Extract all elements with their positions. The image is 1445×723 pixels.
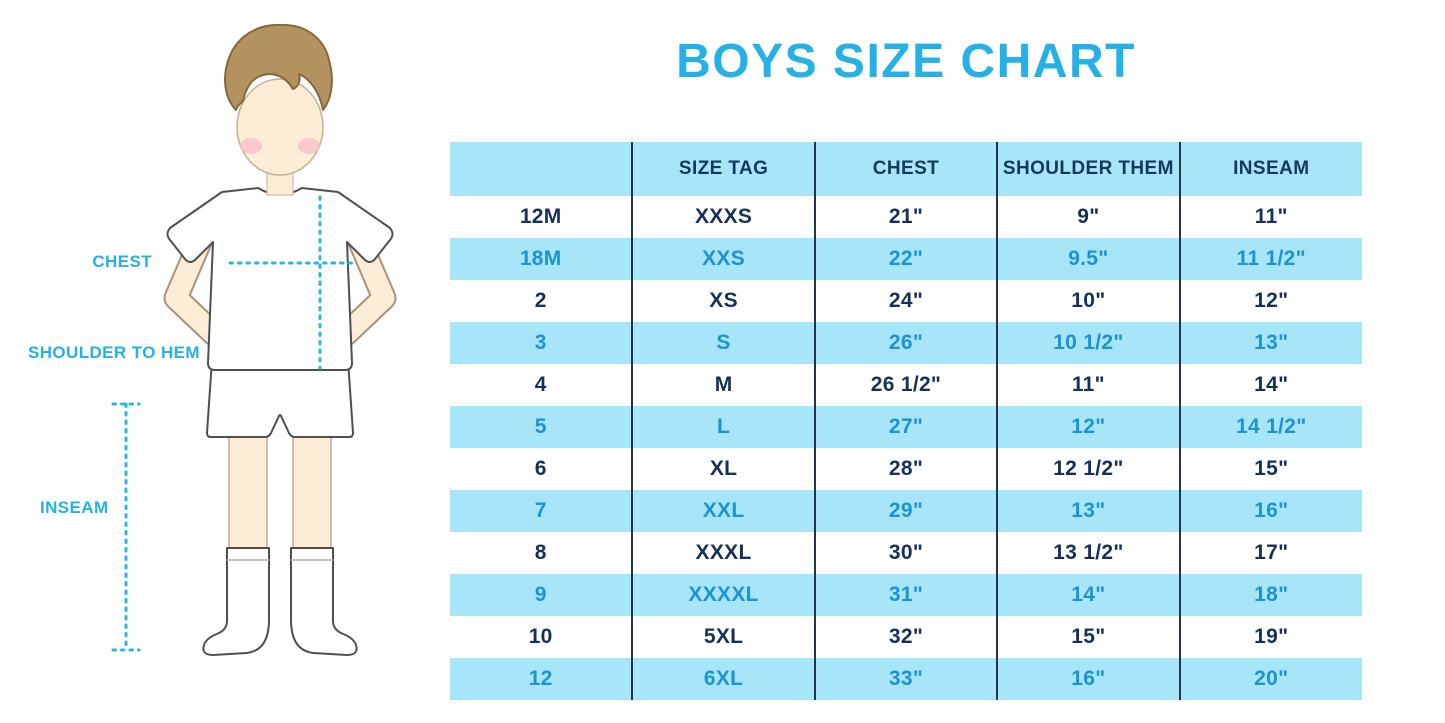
table-row: 9 XXXXL 31" 14" 18" [450, 574, 1362, 616]
table-cell: 15" [1178, 448, 1362, 490]
hair [224, 23, 333, 111]
table-cell: 10" [996, 280, 1180, 322]
column-header: SIZE TAG [631, 142, 815, 196]
table-cell: 32" [813, 616, 998, 658]
table-cell: 16" [1178, 490, 1362, 532]
column-header: SHOULDER THEM [996, 142, 1180, 196]
legs [228, 427, 332, 559]
table-cell: 14" [996, 574, 1180, 616]
table-cell: XXXL [631, 532, 815, 574]
table-cell: 18M [450, 238, 633, 280]
table-cell: 6XL [631, 658, 815, 700]
table-cell: XL [631, 448, 815, 490]
table-header: SIZE TAG CHEST SHOULDER THEM INSEAM [450, 142, 1362, 196]
table-cell: XS [631, 280, 815, 322]
table-row: 12 6XL 33" 16" 20" [450, 658, 1362, 700]
table-body: 12M XXXS 21" 9" 11" 18M XXS 22" 9.5" 11 1/2" 2 XS 24… [450, 196, 1362, 700]
table-cell: 9 [450, 574, 633, 616]
right-sock [290, 547, 358, 656]
table-cell: 12 [450, 658, 633, 700]
table-row: 4 M 26 1/2" 11" 14" [450, 364, 1362, 406]
table-cell: 4 [450, 364, 633, 406]
table-row: 12M XXXS 21" 9" 11" [450, 196, 1362, 238]
left-sock [202, 547, 270, 656]
chest-label: CHEST [92, 252, 152, 271]
table-row: 8 XXXL 30" 13 1/2" 17" [450, 532, 1362, 574]
boy-illustration [111, 23, 397, 656]
shoulder-to-hem-label: SHOULDER TO HEM [28, 343, 200, 362]
table-cell: 30" [813, 532, 998, 574]
table-header-row: SIZE TAG CHEST SHOULDER THEM INSEAM [450, 142, 1362, 196]
table-cell: 7 [450, 490, 633, 532]
table-row: 7 XXL 29" 13" 16" [450, 490, 1362, 532]
table-row: 18M XXS 22" 9.5" 11 1/2" [450, 238, 1362, 280]
table-cell: 3 [450, 322, 633, 364]
table-cell: 31" [813, 574, 998, 616]
table-cell: 13" [996, 490, 1180, 532]
table-cell: 5XL [631, 616, 815, 658]
table-cell: 19" [1178, 616, 1362, 658]
table-cell: 11 1/2" [1178, 238, 1362, 280]
table-cell: 14 1/2" [1178, 406, 1362, 448]
table-cell: 33" [813, 658, 998, 700]
column-header: CHEST [813, 142, 998, 196]
table-row: 5 L 27" 12" 14 1/2" [450, 406, 1362, 448]
table-cell: 24" [813, 280, 998, 322]
table-cell: 12" [1178, 280, 1362, 322]
table-cell: 20" [1178, 658, 1362, 700]
table-cell: 6 [450, 448, 633, 490]
table-cell: 17" [1178, 532, 1362, 574]
table-cell: 16" [996, 658, 1180, 700]
table-cell: S [631, 322, 815, 364]
table-cell: 27" [813, 406, 998, 448]
right-cheek [298, 138, 320, 154]
table-row: 6 XL 28" 12 1/2" 15" [450, 448, 1362, 490]
table-cell: 28" [813, 448, 998, 490]
table-row: 3 S 26" 10 1/2" 13" [450, 322, 1362, 364]
table-cell: 26 1/2" [813, 364, 998, 406]
table-cell: 12M [450, 196, 633, 238]
table-cell: 11" [1178, 196, 1362, 238]
table-cell: XXL [631, 490, 815, 532]
table-cell: 9.5" [996, 238, 1180, 280]
table-row: 10 5XL 32" 15" 19" [450, 616, 1362, 658]
column-header: INSEAM [1178, 142, 1362, 196]
table-cell: 22" [813, 238, 998, 280]
tshirt [166, 187, 394, 371]
table-cell: 15" [996, 616, 1180, 658]
table-cell: 26" [813, 322, 998, 364]
table-cell: 8 [450, 532, 633, 574]
table-cell: L [631, 406, 815, 448]
table-row: 2 XS 24" 10" 12" [450, 280, 1362, 322]
table-cell: XXXS [631, 196, 815, 238]
table-cell: 18" [1178, 574, 1362, 616]
table-cell: 10 [450, 616, 633, 658]
table-cell: 10 1/2" [996, 322, 1180, 364]
table-cell: 12 1/2" [996, 448, 1180, 490]
table-cell: 2 [450, 280, 633, 322]
table-cell: 13" [1178, 322, 1362, 364]
socks [202, 547, 358, 656]
table-cell: XXXXL [631, 574, 815, 616]
table-cell: 14" [1178, 364, 1362, 406]
left-cheek [240, 138, 262, 154]
page-title: BOYS SIZE CHART [676, 35, 1136, 88]
table-cell: M [631, 364, 815, 406]
table-cell: 12" [996, 406, 1180, 448]
size-chart-table: SIZE TAG CHEST SHOULDER THEM INSEAM 12M XXXS… [450, 142, 1362, 700]
table-cell: 9" [996, 196, 1180, 238]
boy-figure-illustration: CHEST SHOULDER TO HEM INSEAM [0, 0, 445, 723]
column-header [450, 142, 633, 196]
inseam-label: INSEAM [40, 498, 109, 517]
face [236, 78, 324, 176]
table-cell: 5 [450, 406, 633, 448]
shorts [206, 359, 354, 438]
table-cell: 11" [996, 364, 1180, 406]
table-cell: 13 1/2" [996, 532, 1180, 574]
table-cell: 29" [813, 490, 998, 532]
table-cell: XXS [631, 238, 815, 280]
table-cell: 21" [813, 196, 998, 238]
